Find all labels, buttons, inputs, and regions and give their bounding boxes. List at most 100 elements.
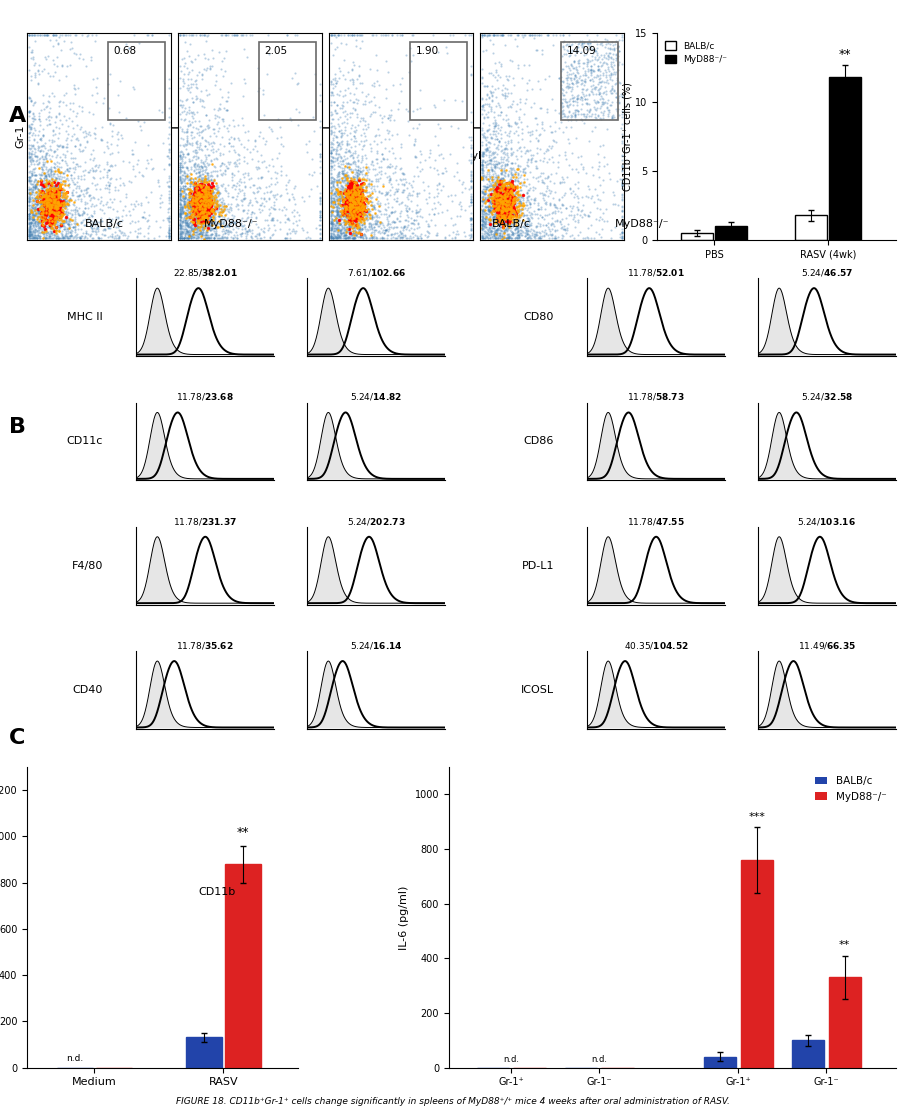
Point bbox=[496, 195, 510, 212]
Point bbox=[395, 226, 410, 244]
Point bbox=[556, 72, 570, 90]
Point bbox=[514, 173, 529, 191]
Point bbox=[209, 190, 224, 208]
Point bbox=[291, 207, 306, 225]
Point bbox=[222, 142, 236, 160]
Point bbox=[488, 171, 502, 189]
Point bbox=[178, 136, 193, 153]
Point bbox=[571, 179, 586, 197]
Point bbox=[22, 198, 36, 216]
Point bbox=[44, 173, 59, 191]
Point bbox=[419, 221, 433, 239]
Point bbox=[327, 215, 341, 232]
Point bbox=[55, 115, 70, 132]
Point bbox=[326, 175, 340, 192]
Point bbox=[191, 175, 205, 192]
Point bbox=[91, 214, 106, 231]
Point bbox=[196, 227, 211, 245]
Point bbox=[76, 225, 91, 242]
Point bbox=[576, 158, 591, 176]
Point bbox=[464, 216, 479, 234]
Point bbox=[199, 208, 214, 226]
Point bbox=[350, 199, 365, 217]
Point bbox=[344, 195, 358, 212]
Point bbox=[499, 219, 513, 237]
Point bbox=[181, 27, 195, 44]
Point bbox=[197, 202, 212, 220]
Point bbox=[348, 173, 363, 191]
Point bbox=[473, 170, 488, 188]
Point bbox=[183, 181, 197, 199]
Point bbox=[182, 47, 196, 64]
Point bbox=[340, 221, 355, 239]
Point bbox=[372, 98, 386, 116]
Point bbox=[186, 198, 200, 216]
Point bbox=[489, 198, 503, 216]
Point bbox=[172, 205, 186, 222]
Point bbox=[175, 171, 189, 189]
Point bbox=[492, 210, 507, 228]
Point bbox=[101, 75, 116, 92]
Point bbox=[494, 215, 509, 232]
Point bbox=[202, 191, 216, 209]
Point bbox=[478, 215, 492, 232]
Point bbox=[326, 189, 340, 207]
Point bbox=[476, 27, 491, 44]
Point bbox=[43, 195, 57, 212]
Point bbox=[201, 188, 215, 206]
Point bbox=[350, 186, 365, 203]
Point bbox=[90, 158, 105, 176]
Point bbox=[251, 151, 265, 169]
Point bbox=[502, 206, 517, 224]
Point bbox=[74, 227, 89, 245]
Point bbox=[48, 181, 62, 199]
Point bbox=[108, 224, 122, 241]
Point bbox=[77, 187, 91, 205]
Point bbox=[501, 185, 516, 202]
Point bbox=[184, 207, 198, 225]
Point bbox=[482, 224, 497, 241]
Point bbox=[333, 190, 348, 208]
Point bbox=[238, 177, 252, 195]
Point bbox=[199, 196, 214, 214]
Point bbox=[570, 73, 585, 91]
Point bbox=[59, 203, 73, 221]
Point bbox=[491, 183, 505, 201]
Point bbox=[290, 202, 304, 220]
Point bbox=[487, 199, 501, 217]
Point bbox=[187, 192, 202, 210]
Point bbox=[530, 131, 545, 149]
Point bbox=[326, 198, 340, 216]
Point bbox=[478, 140, 492, 158]
Point bbox=[196, 187, 211, 205]
Point bbox=[451, 153, 465, 171]
Point bbox=[445, 216, 460, 234]
Point bbox=[199, 228, 214, 246]
Point bbox=[198, 185, 213, 202]
Point bbox=[356, 159, 370, 177]
Point bbox=[500, 201, 514, 219]
Point bbox=[496, 203, 510, 221]
Point bbox=[42, 180, 56, 198]
Point bbox=[95, 131, 110, 149]
Point bbox=[422, 185, 436, 202]
Point bbox=[365, 196, 379, 214]
Point bbox=[172, 172, 186, 190]
Point bbox=[351, 210, 366, 228]
Point bbox=[499, 195, 513, 212]
Point bbox=[182, 171, 196, 189]
Point bbox=[204, 191, 218, 209]
Point bbox=[348, 201, 363, 219]
Point bbox=[58, 196, 72, 214]
Point bbox=[197, 214, 212, 231]
Point bbox=[35, 224, 50, 241]
Point bbox=[174, 142, 188, 160]
Point bbox=[346, 200, 360, 218]
Point bbox=[373, 196, 387, 214]
Point bbox=[93, 130, 108, 148]
Point bbox=[476, 143, 491, 161]
Point bbox=[329, 176, 344, 193]
Point bbox=[311, 217, 326, 235]
Point bbox=[215, 145, 230, 162]
Point bbox=[40, 197, 54, 215]
